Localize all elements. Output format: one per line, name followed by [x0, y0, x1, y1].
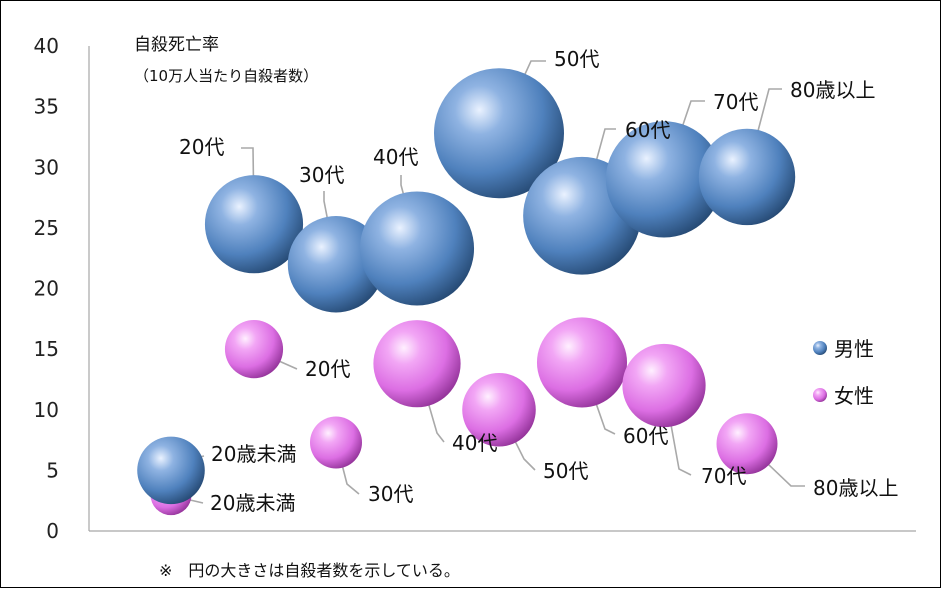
chart-title: 自殺死亡率 — [134, 35, 219, 55]
y-tick-label: 10 — [34, 398, 59, 422]
y-axis: 0 5 10 15 20 25 30 35 40 — [34, 34, 916, 543]
y-tick-label: 35 — [34, 95, 59, 119]
female-data-label: 40代 — [452, 431, 497, 455]
y-tick-label: 20 — [34, 277, 59, 301]
male-data-label: 60代 — [625, 118, 670, 142]
female-data-label: 20代 — [305, 357, 350, 381]
female-bubble — [310, 416, 362, 469]
legend-male-marker — [813, 341, 827, 355]
data-labels: 20歳未満 20代 30代 40代 50代 60代 70代 80歳以上 20歳未満 20代 30代 4… — [179, 47, 898, 515]
female-bubble — [373, 320, 461, 408]
y-tick-label: 30 — [34, 155, 59, 179]
bubbles — [137, 68, 796, 516]
male-bubble — [359, 191, 475, 306]
female-data-label: 50代 — [543, 459, 588, 483]
male-data-label: 20歳未満 — [211, 442, 296, 466]
chart-subtitle: （10万人当たり自殺者数） — [134, 67, 318, 85]
footnote: ※ 円の大きさは自殺者数を示している。 — [159, 561, 460, 580]
female-bubble — [716, 413, 778, 475]
legend-female-marker — [813, 388, 827, 402]
y-tick-label: 0 — [46, 519, 59, 543]
legend-female-label: 女性 — [834, 384, 874, 408]
male-data-label: 50代 — [554, 47, 599, 71]
y-tick-label: 5 — [46, 458, 59, 482]
male-data-label: 40代 — [373, 145, 418, 169]
male-data-label: 80歳以上 — [790, 78, 875, 102]
female-bubble — [536, 317, 628, 408]
female-data-label: 20歳未満 — [210, 491, 295, 515]
male-data-label: 30代 — [299, 163, 344, 187]
y-tick-label: 15 — [34, 337, 59, 361]
female-data-label: 70代 — [701, 464, 746, 488]
male-bubble — [137, 436, 205, 505]
male-bubble — [434, 68, 564, 199]
female-data-label: 30代 — [368, 482, 413, 506]
male-data-label: 20代 — [179, 135, 224, 159]
legend-male-label: 男性 — [834, 337, 874, 361]
male-bubble — [698, 128, 796, 226]
male-bubble — [287, 216, 385, 313]
male-bubble — [204, 175, 304, 274]
y-tick-label: 40 — [34, 34, 59, 58]
y-tick-label: 25 — [34, 216, 59, 240]
legend: 男性 女性 — [813, 337, 874, 408]
female-bubble — [462, 372, 536, 447]
female-bubble — [622, 343, 706, 428]
female-data-label: 60代 — [623, 424, 668, 448]
male-bubble — [605, 121, 723, 238]
female-data-label: 80歳以上 — [813, 476, 898, 500]
female-bubble — [224, 320, 284, 379]
male-data-label: 70代 — [713, 90, 758, 114]
